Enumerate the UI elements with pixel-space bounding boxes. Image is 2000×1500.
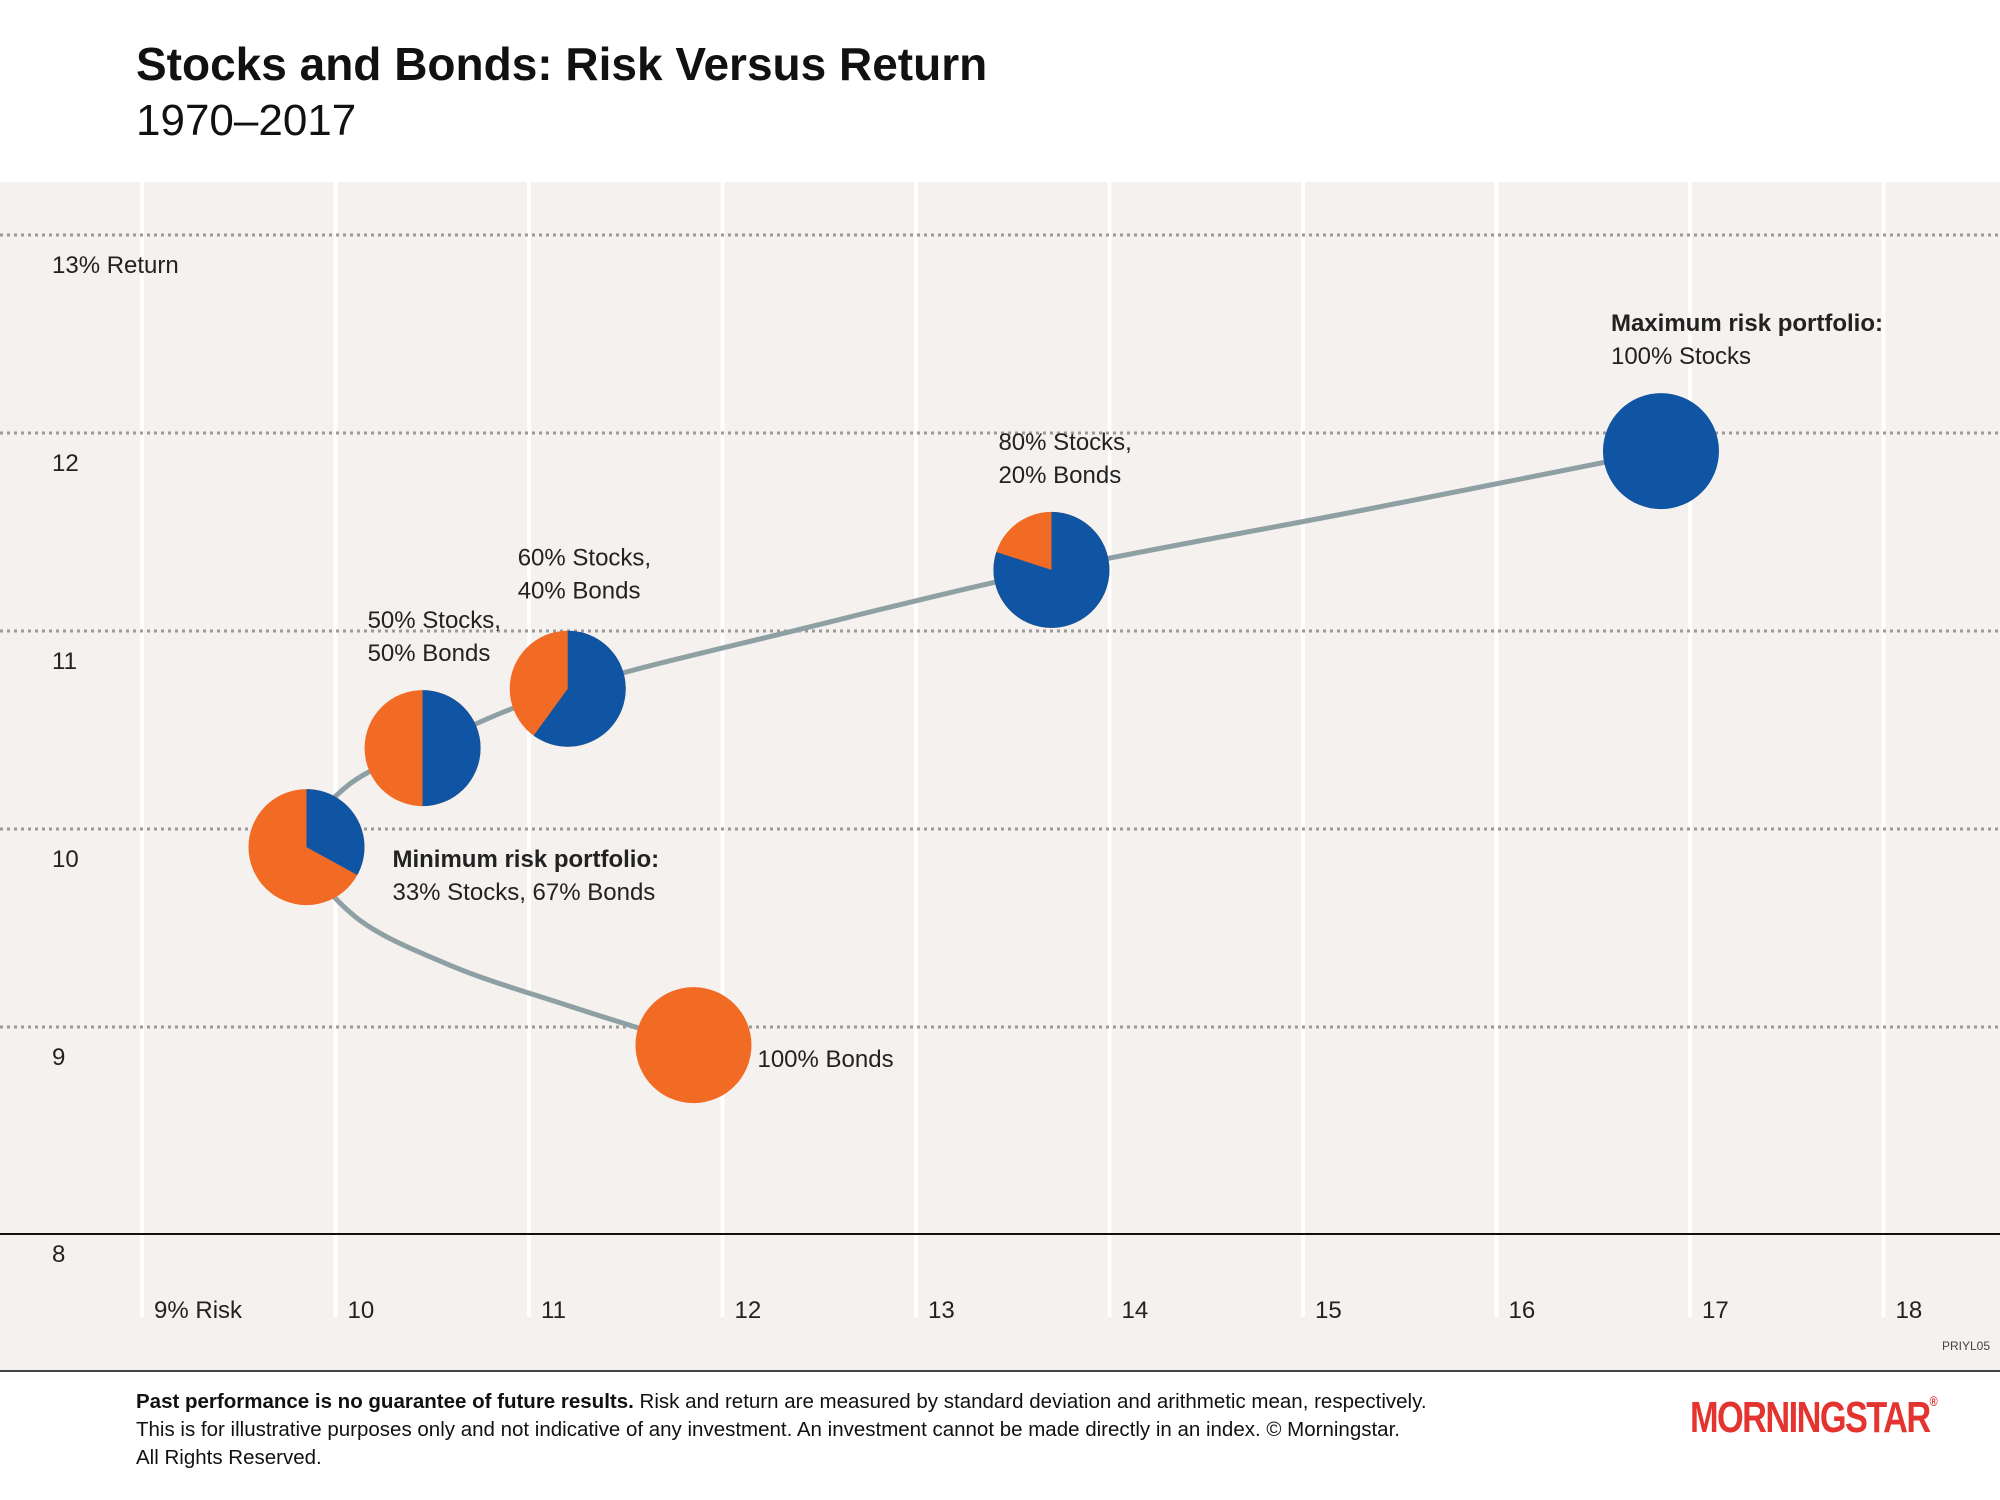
label-min-risk-line-1: Minimum risk portfolio:: [392, 846, 659, 873]
x-tick-label-10: 10: [348, 1297, 375, 1324]
label-60-40-line-2: 40% Bonds: [518, 578, 641, 605]
portfolio-labels: 100% Bonds Minimum risk portfolio: 33% Sto…: [368, 310, 1883, 1073]
x-tick-label-9: 9% Risk: [154, 1297, 243, 1324]
chart-background: [0, 182, 2000, 1372]
pie-100-bonds: [635, 987, 752, 1104]
label-max-risk: Maximum risk portfolio: 100% Stocks: [1611, 310, 1883, 370]
chart-subtitle: 1970–2017: [136, 96, 357, 145]
x-axis-labels: 9% Risk 10 11 12 13 14 15 16 17 18: [154, 1297, 1922, 1324]
y-tick-label-12: 12: [52, 450, 79, 477]
x-tick-label-15: 15: [1315, 1297, 1342, 1324]
portfolio-points: [248, 393, 1719, 1104]
pie-min-risk-stocks: [306, 789, 365, 876]
chart-title: Stocks and Bonds: Risk Versus Return: [136, 38, 988, 90]
pie-60-40-stocks: [533, 630, 626, 747]
risk-return-chart: 13% Return 12 11 10 9 8 9% Risk 10 11 12 13 14 15 16…: [0, 182, 2000, 1372]
label-100-bonds-line-1: 100% Bonds: [757, 1046, 893, 1073]
footer-line-2: This is for illustrative purposes only a…: [136, 1418, 1400, 1441]
y-axis-labels: 13% Return 12 11 10 9 8: [52, 252, 179, 1268]
label-80-20: 80% Stocks, 20% Bonds: [998, 429, 1131, 489]
label-60-40-line-1: 60% Stocks,: [518, 545, 651, 572]
footer-text-1: Risk and return are measured by standard…: [633, 1390, 1427, 1413]
label-50-50: 50% Stocks, 50% Bonds: [368, 607, 501, 667]
pie-max-risk: [1602, 393, 1719, 510]
morningstar-logo: MORNINGSTAR®: [1690, 1393, 1938, 1443]
y-tick-label-8: 8: [52, 1241, 65, 1268]
label-50-50-line-2: 50% Bonds: [368, 640, 491, 667]
title-block: Stocks and Bonds: Risk Versus Return 197…: [136, 36, 987, 150]
x-tick-label-12: 12: [735, 1297, 762, 1324]
y-tick-label-13: 13% Return: [52, 252, 179, 279]
x-tick-label-18: 18: [1896, 1297, 1923, 1324]
x-tick-label-11: 11: [541, 1297, 566, 1324]
chart-code: PRIYL05: [1942, 1339, 1990, 1353]
label-min-risk: Minimum risk portfolio: 33% Stocks, 67% B…: [392, 846, 659, 906]
pie-60-40: [509, 630, 626, 747]
x-tick-label-14: 14: [1122, 1297, 1149, 1324]
label-max-risk-line-2: 100% Stocks: [1611, 343, 1751, 370]
label-max-risk-line-1: Maximum risk portfolio:: [1611, 310, 1883, 337]
pie-50-50-stocks: [422, 690, 481, 807]
footer-disclaimer: Past performance is no guarantee of futu…: [136, 1388, 1596, 1472]
y-tick-label-9: 9: [52, 1044, 65, 1071]
label-80-20-line-2: 20% Bonds: [998, 462, 1121, 489]
pie-100-bonds-bonds: [635, 987, 752, 1104]
label-60-40: 60% Stocks, 40% Bonds: [518, 545, 651, 605]
label-min-risk-line-2: 33% Stocks, 67% Bonds: [392, 879, 655, 906]
pie-max-risk-stocks: [1602, 393, 1719, 510]
y-tick-label-10: 10: [52, 846, 79, 873]
label-100-bonds: 100% Bonds: [757, 1046, 893, 1073]
x-tick-label-16: 16: [1509, 1297, 1536, 1324]
pie-min-risk: [248, 789, 365, 906]
footer-bold: Past performance is no guarantee of futu…: [136, 1390, 634, 1413]
y-tick-label-11: 11: [52, 648, 77, 675]
footer-line-1: Past performance is no guarantee of futu…: [136, 1388, 1596, 1416]
label-50-50-line-1: 50% Stocks,: [368, 607, 501, 634]
footer-line-3: All Rights Reserved.: [136, 1446, 322, 1469]
efficient-frontier-curve: [303, 448, 1664, 1048]
logo-registered-mark: ®: [1929, 1393, 1938, 1409]
vertical-gridlines: [140, 182, 1886, 1317]
pie-50-50: [364, 690, 481, 807]
label-80-20-line-1: 80% Stocks,: [998, 429, 1131, 456]
pie-80-20-stocks: [993, 511, 1110, 628]
x-tick-label-17: 17: [1702, 1297, 1729, 1324]
pie-80-20: [993, 511, 1110, 628]
x-tick-label-13: 13: [928, 1297, 955, 1324]
logo-text: MORNINGSTAR: [1690, 1393, 1931, 1442]
